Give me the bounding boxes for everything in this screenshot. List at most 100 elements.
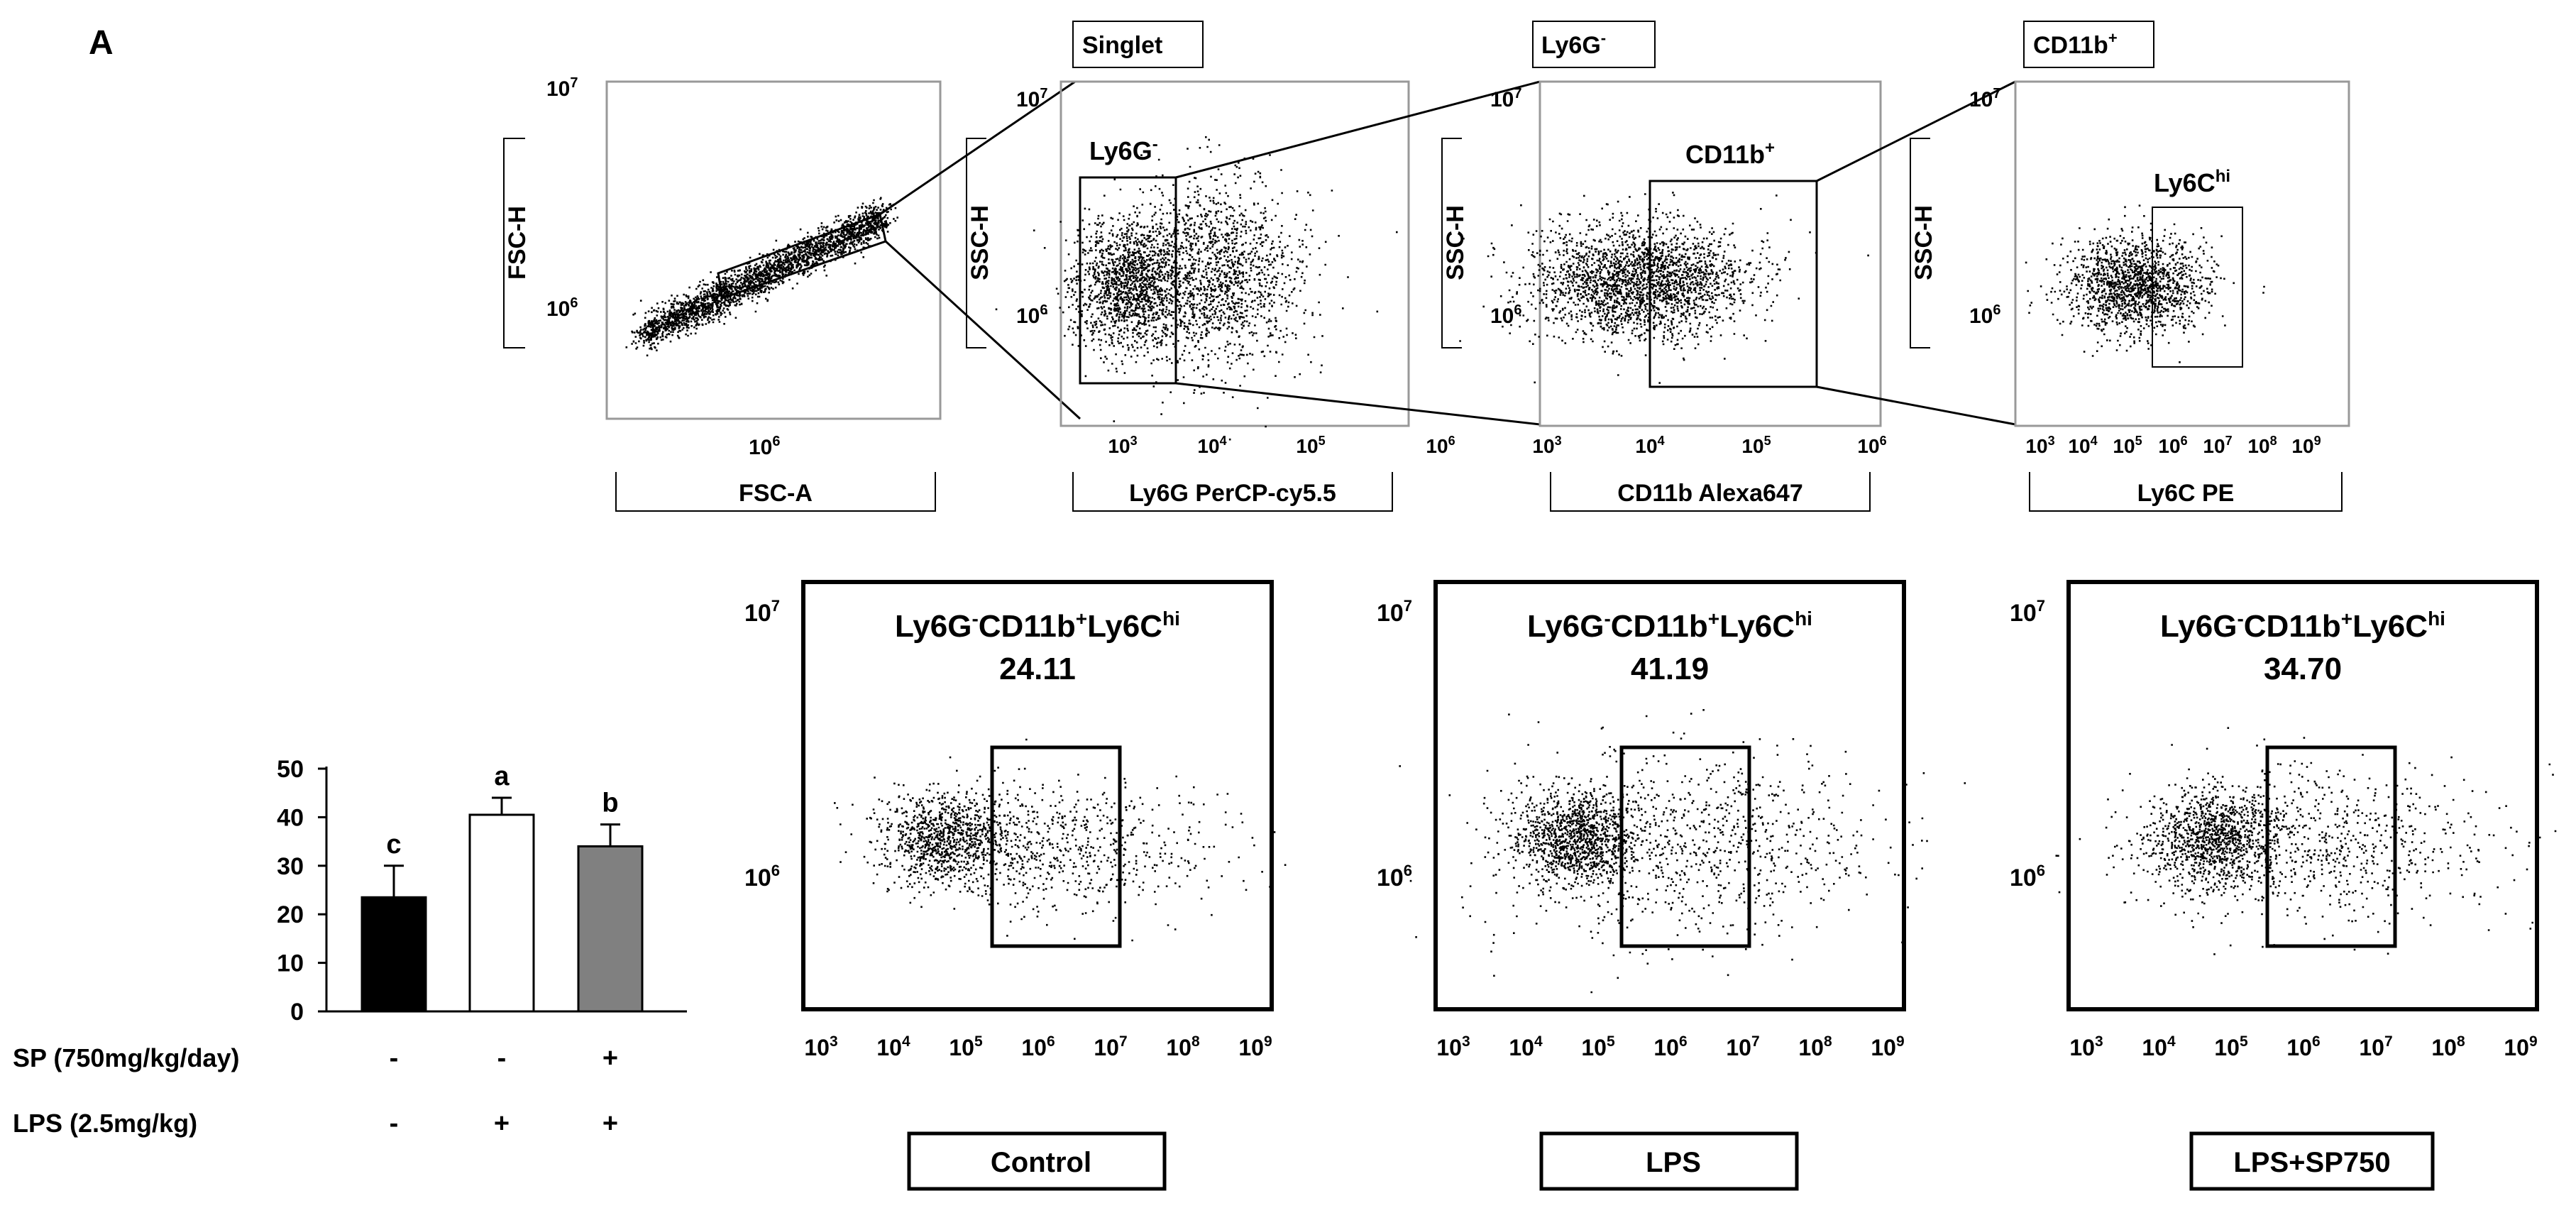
x-tick-label: 106 <box>2286 1033 2320 1060</box>
x-tick-label: 108 <box>2247 434 2277 457</box>
tick-exponent: 9 <box>2529 1033 2538 1050</box>
x-tick-label: 104 <box>876 1033 910 1060</box>
tick-exponent: 9 <box>2314 434 2321 448</box>
bar <box>577 845 644 1013</box>
y-tick-label: 107 <box>1969 86 2001 111</box>
tick-base: 10 <box>1635 435 1657 457</box>
x-tick-label: 107 <box>2203 434 2232 457</box>
x-tick-label: 105 <box>2113 434 2142 457</box>
event-dots <box>625 197 898 357</box>
tick-exponent: 7 <box>2225 434 2233 448</box>
x-tick-label: 105 <box>949 1033 983 1060</box>
gate-title-part: Ly6C <box>1087 609 1162 644</box>
tick-exponent: 6 <box>2181 434 2188 448</box>
ly6c-hi-gate <box>2152 207 2243 368</box>
x-tick-label: 109 <box>2504 1033 2537 1060</box>
tick-base: 10 <box>1532 435 1554 457</box>
y-axis-label: FSC-H <box>504 206 531 280</box>
x-tick-label: 104 <box>1635 434 1664 457</box>
tick-exponent: 3 <box>830 1033 838 1050</box>
tick-base: 10 <box>949 1035 974 1060</box>
x-tick-label: 103 <box>1108 434 1137 457</box>
dot-cloud <box>2025 204 2265 363</box>
gate-title-part: - <box>1604 608 1610 630</box>
y-tick-label: 106 <box>1969 302 2001 328</box>
zoom-line <box>1816 80 2016 182</box>
x-tick-label: 104 <box>1197 434 1226 457</box>
tick-exponent: 8 <box>1824 1033 1832 1050</box>
tick-base: 10 <box>1509 1035 1534 1060</box>
y-tick-label: 107 <box>1490 86 1522 111</box>
x-tick-label: 106 <box>1653 1033 1687 1060</box>
cd11b-pos-gate <box>1648 180 1818 388</box>
gate-title-part: hi <box>1795 608 1812 630</box>
y-tick-label: 10 <box>277 950 304 977</box>
tick-base: 10 <box>2504 1035 2529 1060</box>
gate-title-part: Ly6C <box>1719 609 1795 644</box>
y-tick-label: 106 <box>1377 862 1412 891</box>
y-tick-label: 106 <box>1016 302 1048 328</box>
y-tick-label: 30 <box>277 853 304 880</box>
zoom-line <box>1816 385 2016 426</box>
gate-title-part: Ly6C <box>2352 609 2428 644</box>
x-tick-label: 103 <box>2069 1033 2103 1060</box>
x-axis-label: Ly6G PerCP-cy5.5 <box>1129 480 1336 507</box>
event-dots <box>1399 709 1966 994</box>
x-tick-label: 108 <box>1798 1033 1832 1060</box>
tick-exponent: 4 <box>1534 1033 1543 1050</box>
tick-base: 10 <box>2010 600 2037 627</box>
ly6g-neg-gate <box>1079 176 1177 385</box>
tick-base: 10 <box>1726 1035 1751 1060</box>
y-tick-label: 106 <box>744 862 780 891</box>
group-label: LPS+SP750 <box>2233 1147 2390 1178</box>
tick-base: 10 <box>2025 435 2047 457</box>
gate-title: Ly6G-CD11b+Ly6Chi <box>1527 608 1812 644</box>
zoom-line <box>1175 382 1541 426</box>
x-tick-label: 109 <box>1871 1033 1904 1060</box>
plot-frame <box>1539 80 1882 427</box>
x-tick-label: 107 <box>2359 1033 2392 1060</box>
tick-exponent: 6 <box>1880 434 1887 448</box>
x-tick-label: 106 <box>1857 434 1886 457</box>
tick-exponent: 5 <box>2135 434 2142 448</box>
y-axis-label: SSC-H <box>1910 205 1937 280</box>
x-tick-label: 105 <box>2214 1033 2248 1060</box>
tick-exponent: 5 <box>2240 1033 2248 1050</box>
x-tick-label: 107 <box>1094 1033 1127 1060</box>
dot-cloud <box>2055 727 2557 955</box>
tick-base: 10 <box>1094 1035 1119 1060</box>
x-tick-label: 103 <box>1532 434 1561 457</box>
tick-exponent: 3 <box>1130 434 1138 448</box>
y-tick-label: 106 <box>2010 862 2045 891</box>
gate-title-part: Ly6G <box>1527 609 1604 644</box>
y-tick-label: 107 <box>744 597 780 627</box>
tick-exponent: 6 <box>1047 1033 1055 1050</box>
x-tick-label: 104 <box>2068 434 2097 457</box>
x-axis-label: Ly6C PE <box>2137 480 2235 507</box>
tick-exponent: 7 <box>1119 1033 1128 1050</box>
treatment-sign: - <box>497 1043 507 1073</box>
gate-title-part: + <box>2341 608 2352 630</box>
bar-chart: 0 10 20 30 40 50 c a b SP (750mg/kg/day) - - + LPS … <box>13 756 687 1138</box>
x-label-bracket <box>1550 472 1871 512</box>
tick-base: 10 <box>2431 1035 2457 1060</box>
plot-frame <box>2014 80 2350 427</box>
y-axis-label: SSC-H <box>967 205 993 280</box>
treatment-sign: + <box>494 1109 510 1138</box>
x-tick-label: 104 <box>2142 1033 2176 1060</box>
treatment-sign: + <box>602 1043 618 1073</box>
header-box <box>1532 21 1656 68</box>
tick-exponent: 6 <box>1679 1033 1688 1050</box>
tick-exponent: 4 <box>2091 434 2098 448</box>
event-dots <box>2055 727 2557 955</box>
event-dots <box>834 738 1287 942</box>
tick-exponent: 5 <box>1764 434 1771 448</box>
x-tick-label: 106 <box>2158 434 2187 457</box>
gate-percentage: 34.70 <box>2264 652 2342 686</box>
scatter-plot-cd11b: Ly6G- CD11b+ 107 106 103 104 105 106 SSC-H … <box>1441 21 1887 512</box>
plot-frame <box>801 580 1274 1011</box>
tick-exponent: 9 <box>1896 1033 1905 1050</box>
tick-exponent: 5 <box>1319 434 1326 448</box>
zoom-line <box>879 80 1076 216</box>
